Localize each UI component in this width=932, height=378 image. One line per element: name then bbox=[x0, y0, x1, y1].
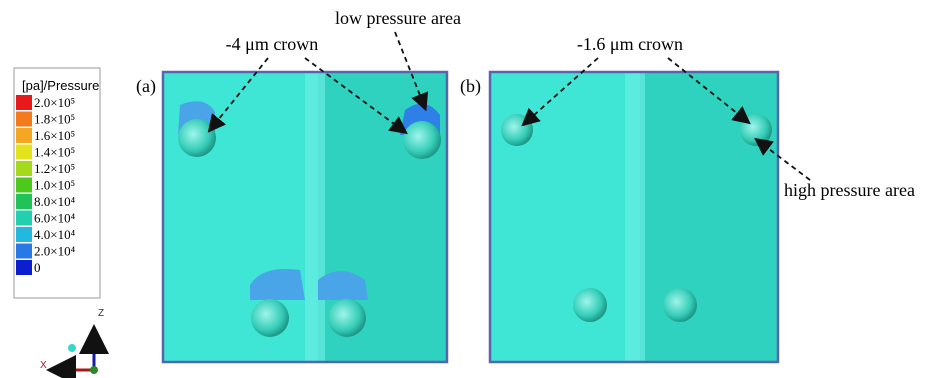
legend-label: 8.0×10⁴ bbox=[34, 194, 76, 209]
legend-label: 1.4×10⁵ bbox=[34, 145, 75, 160]
annotation: -1.6 μm crown bbox=[577, 34, 683, 54]
panel-a: (a) -4 μm crown low pressure area bbox=[136, 8, 461, 362]
legend-swatch bbox=[16, 178, 32, 193]
legend-label: 2.0×10⁵ bbox=[34, 95, 75, 110]
legend-swatch bbox=[16, 161, 32, 176]
legend-swatch bbox=[16, 227, 32, 242]
legend-label: 2.0×10⁴ bbox=[34, 244, 76, 259]
legend-swatch bbox=[16, 128, 32, 143]
legend-label: 1.8×10⁵ bbox=[34, 112, 75, 127]
legend-swatch bbox=[16, 112, 32, 127]
legend-label: 0 bbox=[34, 260, 41, 275]
axis-x-label: X bbox=[40, 360, 47, 371]
legend-swatch bbox=[16, 194, 32, 209]
annotation: high pressure area bbox=[784, 180, 915, 200]
legend-swatch bbox=[16, 211, 32, 226]
legend-title: [pa]/Pressure bbox=[22, 78, 99, 93]
legend-swatch bbox=[16, 95, 32, 110]
legend-label: 1.0×10⁵ bbox=[34, 178, 75, 193]
axis-z-label: Z bbox=[98, 308, 104, 319]
legend-label: 1.2×10⁵ bbox=[34, 161, 75, 176]
annotation: -4 μm crown bbox=[226, 34, 319, 54]
legend-label: 4.0×10⁴ bbox=[34, 227, 76, 242]
legend-swatch bbox=[16, 244, 32, 259]
annotation: low pressure area bbox=[335, 8, 461, 28]
legend-label: 1.6×10⁵ bbox=[34, 128, 75, 143]
panel-b: (b) -1.6 μm crown high pressure area bbox=[460, 34, 915, 362]
axis-triad: Z X bbox=[40, 308, 104, 374]
legend-label: 6.0×10⁴ bbox=[34, 211, 76, 226]
panel-label: (b) bbox=[460, 76, 481, 97]
legend-swatch bbox=[16, 260, 32, 275]
panel-label: (a) bbox=[136, 76, 156, 97]
figure: [pa]/Pressure 2.0×10⁵ 1.8×10⁵1.6×10⁵ 1.4×1… bbox=[0, 0, 932, 378]
legend-swatch bbox=[16, 145, 32, 160]
